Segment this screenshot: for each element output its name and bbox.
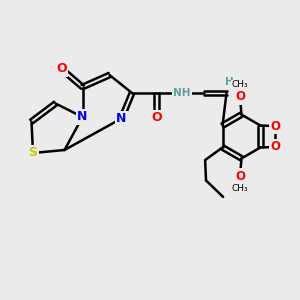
Text: N: N — [116, 112, 127, 125]
Text: O: O — [271, 119, 281, 133]
Text: O: O — [151, 111, 162, 124]
Text: N: N — [77, 110, 88, 124]
Text: CH₃: CH₃ — [232, 80, 248, 89]
Text: O: O — [271, 140, 281, 154]
Text: O: O — [235, 90, 245, 103]
Text: NH: NH — [173, 88, 190, 98]
Text: S: S — [28, 146, 38, 160]
Text: CH₃: CH₃ — [232, 184, 248, 193]
Text: H: H — [224, 76, 233, 87]
Text: O: O — [56, 62, 67, 76]
Text: O: O — [235, 170, 245, 183]
